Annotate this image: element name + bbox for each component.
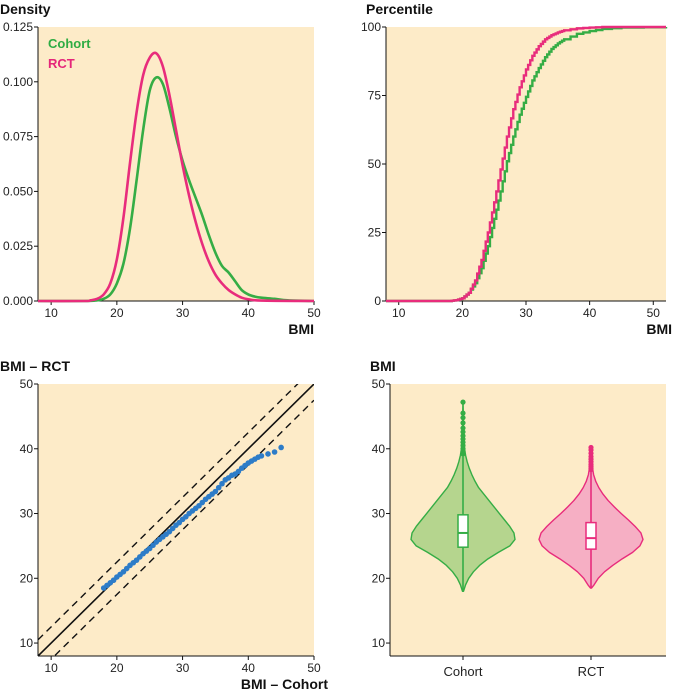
- density-xtick-label: 30: [176, 306, 190, 320]
- violin-outlier-point: [460, 429, 466, 435]
- violin-box-rct: [585, 521, 597, 550]
- qq-xtick-label: 40: [242, 661, 256, 675]
- percentile-xlabel: BMI: [646, 321, 672, 337]
- qq-ticks: 10 20 30 40 50 10 20 30 40 50: [20, 377, 321, 675]
- density-ytick-label: 0.050: [3, 184, 33, 198]
- violin-outlier-point: [460, 425, 466, 431]
- violin-outlier-point: [588, 444, 594, 451]
- qq-ytick-label: 20: [20, 571, 34, 585]
- qq-ytick-label: 10: [20, 636, 34, 650]
- density-xtick-label: 20: [110, 306, 124, 320]
- qq-bound-line: [38, 384, 299, 641]
- violin-ytick-label: 40: [372, 442, 386, 456]
- density-title: Density: [0, 1, 51, 17]
- qq-ytick-label: 50: [20, 377, 34, 391]
- violin-category-label: RCT: [578, 664, 605, 679]
- legend-cohort-label: Cohort: [48, 36, 91, 51]
- violin-ytick-label: 30: [372, 507, 386, 521]
- qq-ytick-label: 40: [20, 442, 34, 456]
- qq-xtick-label: 30: [176, 661, 190, 675]
- percentile-xtick-label: 40: [583, 306, 597, 320]
- violin-outlier-point: [460, 420, 466, 426]
- percentile-ytick-label: 25: [368, 226, 382, 240]
- violin-outlier-point: [460, 433, 466, 439]
- percentile-plot-area: [386, 27, 666, 301]
- percentile-panel: Percentile BMI 10 20 30 40 50 0 25 50 75…: [361, 1, 672, 337]
- qq-point: [212, 488, 219, 495]
- qq-title: BMI – RCT: [0, 358, 70, 374]
- qq-identity-line: [38, 384, 314, 656]
- density-ytick-label: 0.000: [3, 294, 33, 308]
- qq-point: [215, 484, 222, 491]
- percentile-ytick-label: 75: [368, 89, 382, 103]
- density-xtick-label: 10: [44, 306, 58, 320]
- violin-ytick-label: 50: [372, 377, 386, 391]
- percentile-ytick-label: 50: [368, 157, 382, 171]
- percentile-xtick-label: 30: [519, 306, 533, 320]
- density-line-rct: [37, 51, 315, 303]
- violin-category-label: Cohort: [443, 664, 482, 679]
- qq-point: [271, 449, 278, 455]
- percentile-line-rct: [386, 25, 666, 303]
- density-xtick-label: 40: [242, 306, 256, 320]
- density-panel: Density BMI 10 20 30 40 50 0.000 0.025 0…: [0, 1, 321, 337]
- violin-ytick-label: 20: [372, 571, 386, 585]
- violin-title: BMI: [370, 358, 396, 374]
- qq-point: [258, 453, 265, 459]
- violin-ytick-label: 10: [372, 636, 386, 650]
- density-ytick-label: 0.125: [3, 20, 33, 34]
- qq-xtick-label: 50: [307, 661, 321, 675]
- legend-rct-label: RCT: [48, 56, 75, 71]
- qq-xtick-label: 20: [110, 661, 124, 675]
- percentile-ytick-label: 0: [374, 294, 381, 308]
- violin-outlier-point: [460, 410, 466, 416]
- density-plot-area: [38, 27, 314, 301]
- qq-reference-lines: [38, 384, 314, 656]
- percentile-ticks: 10 20 30 40 50 0 25 50 75 100: [361, 20, 660, 320]
- qq-xtick-label: 10: [44, 661, 58, 675]
- qq-point: [265, 451, 271, 457]
- qq-bound-line: [53, 399, 314, 656]
- qq-point: [278, 444, 284, 451]
- qq-point: [219, 480, 225, 487]
- qq-xlabel: BMI – Cohort: [241, 676, 328, 692]
- chart-marks: [34, 25, 668, 660]
- percentile-xtick-label: 50: [647, 306, 661, 320]
- density-ticks: 10 20 30 40 50 0.000 0.025 0.050 0.075 0…: [3, 20, 321, 320]
- violin-outlier-point: [460, 399, 466, 405]
- percentile-ytick-label: 100: [361, 20, 381, 34]
- violin-box-cohort: [457, 514, 469, 548]
- qq-ytick-label: 30: [20, 507, 34, 521]
- qq-panel: BMI – RCT BMI – Cohort 10 20 30 40 50 10…: [0, 358, 328, 692]
- density-ytick-label: 0.100: [3, 75, 33, 89]
- percentile-title: Percentile: [366, 1, 433, 17]
- violin-outlier-point: [460, 415, 466, 421]
- percentile-xtick-label: 10: [392, 306, 406, 320]
- density-xtick-label: 50: [307, 306, 321, 320]
- percentile-xtick-label: 20: [456, 306, 470, 320]
- density-ytick-label: 0.025: [3, 239, 33, 253]
- density-ytick-label: 0.075: [3, 130, 33, 144]
- violin-ticks: Cohort RCT 10 20 30 40 50: [372, 377, 605, 679]
- density-xlabel: BMI: [288, 321, 314, 337]
